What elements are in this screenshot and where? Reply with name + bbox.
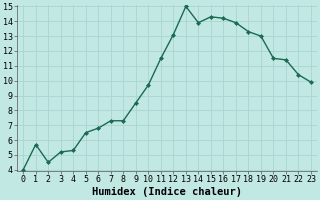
X-axis label: Humidex (Indice chaleur): Humidex (Indice chaleur) [92, 187, 242, 197]
